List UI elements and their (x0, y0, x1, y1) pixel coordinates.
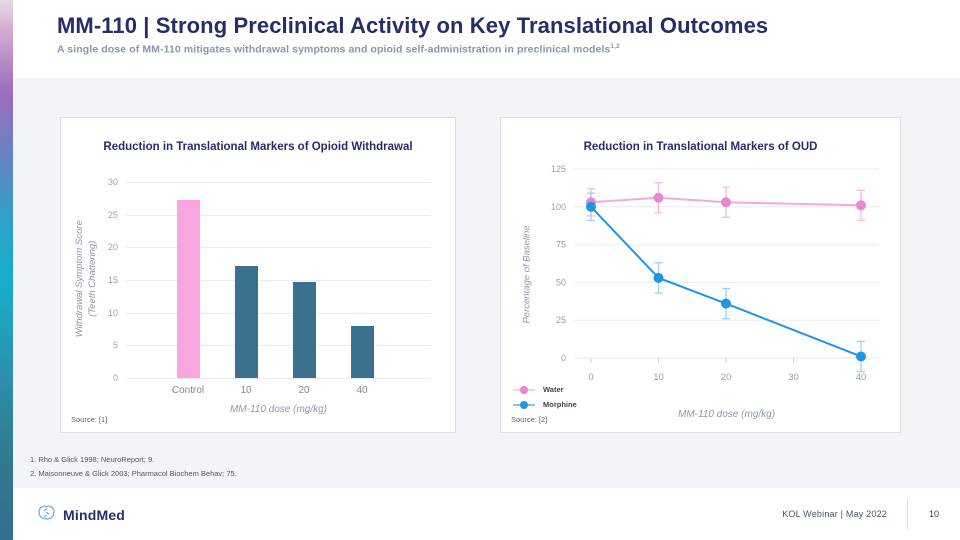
legend-label: Water (543, 385, 564, 394)
oud-source-note: Source: [2] (511, 415, 548, 424)
legend-swatch (513, 385, 535, 395)
gridline (126, 378, 431, 379)
x-category-label: 40 (356, 385, 368, 396)
withdrawal-source-note: Source: [1] (71, 415, 108, 424)
page-number: 10 (928, 509, 939, 519)
svg-text:100: 100 (551, 202, 566, 212)
slide-header: MM-110 | Strong Preclinical Activity on … (57, 13, 920, 56)
gridline (126, 214, 431, 216)
x-category-label: Control (171, 385, 205, 396)
bar-chart-plot: 0 5 10 15 20 25 30 Control 10 20 40 (61, 118, 455, 432)
y-tick-label: 10 (107, 307, 118, 318)
svg-text:25: 25 (556, 315, 566, 325)
oud-x-axis-label: MM-110 dose (mg/kg) (677, 409, 776, 420)
oud-chart-title: Reduction in Translational Markers of OU… (583, 141, 818, 153)
slide-subtitle: A single dose of MM-110 mitigates withdr… (57, 43, 920, 56)
slide-footer: MindMed KOL Webinar | May 2022 10 (13, 488, 960, 540)
y-tick-label: 5 (112, 340, 118, 351)
gridline (126, 182, 431, 183)
footer-right: KOL Webinar | May 2022 10 (782, 488, 960, 540)
svg-text:10: 10 (653, 372, 664, 383)
bar-20 (292, 281, 316, 378)
x-category-label: 10 (240, 385, 252, 396)
footer-event-label: KOL Webinar | May 2022 (782, 509, 887, 519)
legend-item-water: Water (513, 382, 577, 397)
x-category-label: 20 (298, 385, 310, 396)
y-tick-label: 25 (107, 209, 118, 220)
footnotes: 1. Rho & Glick 1998; NeuroReport; 9. 2. … (30, 453, 237, 480)
bar-10 (234, 266, 258, 378)
oud-chart-card: Reduction in Translational Markers of OU… (500, 117, 901, 433)
line-chart-plot: 0 25 50 75 100 125 0 10 20 30 40 (551, 164, 879, 383)
gridline (126, 312, 431, 314)
slide-subtitle-text: A single dose of MM-110 mitigates withdr… (57, 43, 611, 56)
footnote-1: 1. Rho & Glick 1998; NeuroReport; 9. (30, 455, 155, 464)
y-tick-label: 15 (107, 275, 118, 285)
slide-title: MM-110 | Strong Preclinical Activity on … (57, 13, 769, 38)
chart-legend: Water Morphine (513, 382, 577, 412)
svg-text:0: 0 (561, 353, 566, 363)
withdrawal-chart-card: Reduction in Translational Markers of Op… (60, 117, 456, 433)
left-gradient-bar (0, 0, 13, 540)
mindmed-brain-logo (38, 505, 55, 520)
gridline (126, 280, 431, 281)
gridline (126, 247, 431, 249)
svg-text:30: 30 (788, 372, 799, 383)
footer-divider (907, 499, 908, 529)
svg-text:0: 0 (588, 372, 593, 383)
svg-text:125: 125 (551, 164, 566, 174)
withdrawal-x-axis-label: MM-110 dose (mg/kg) (229, 404, 328, 415)
withdrawal-chart-title: Reduction in Translational Markers of Op… (103, 141, 413, 153)
legend-swatch (513, 400, 535, 410)
brand-wordmark: MindMed (63, 507, 126, 523)
svg-text:75: 75 (556, 240, 566, 250)
legend-label: Morphine (543, 400, 577, 409)
gridline (126, 345, 431, 347)
svg-text:20: 20 (721, 372, 732, 383)
footnote-2: 2. Maisonneuve & Glick 2003; Pharmacol B… (30, 468, 237, 478)
content-band: Reduction in Translational Markers of Op… (13, 78, 960, 488)
y-tick-label: 30 (107, 177, 118, 187)
subtitle-footnote-marker: 1,2 (610, 43, 620, 51)
bar-control (176, 199, 200, 378)
legend-item-morphine: Morphine (513, 397, 577, 412)
svg-text:50: 50 (556, 277, 566, 287)
svg-text:40: 40 (856, 372, 867, 383)
bar-40 (350, 325, 374, 378)
y-tick-label: 20 (107, 242, 118, 253)
y-tick-label: 0 (112, 373, 118, 383)
